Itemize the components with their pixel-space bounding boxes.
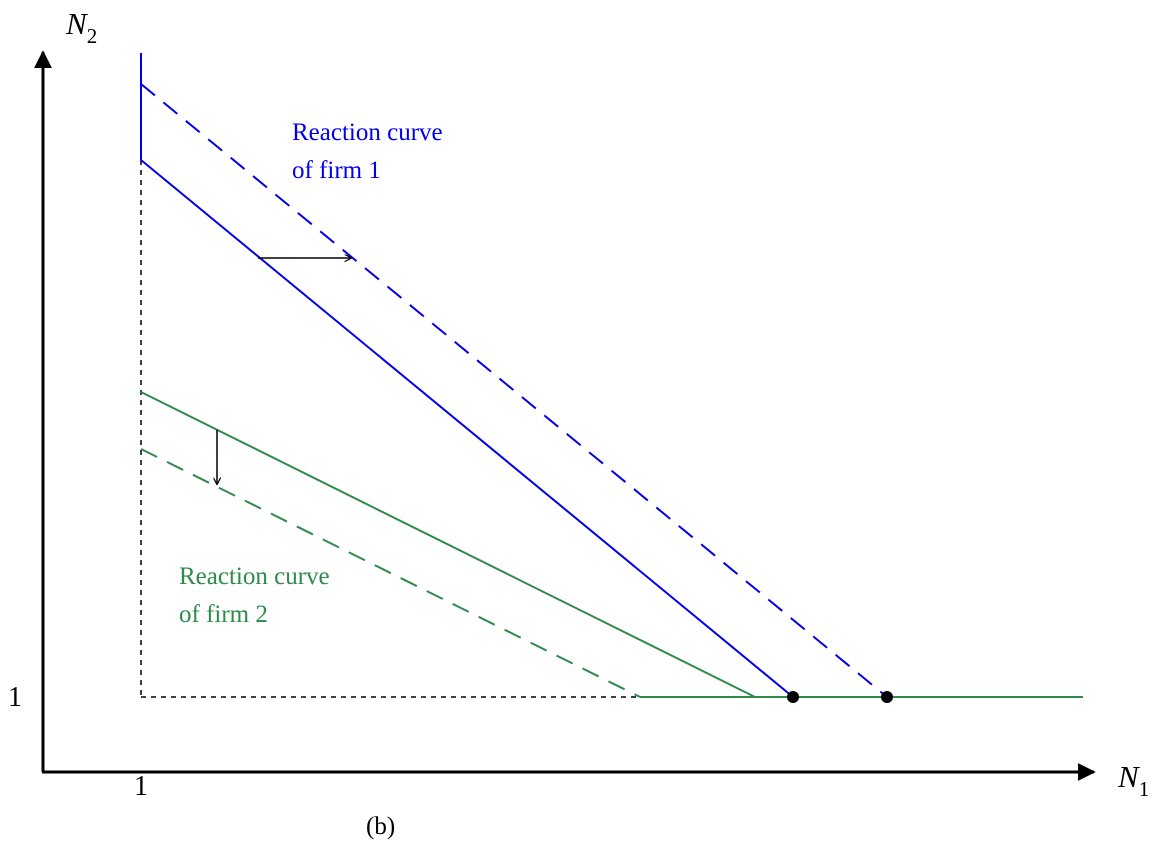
firm2-label-line1: Reaction curve	[179, 563, 330, 590]
firm2-curve-dashed	[140, 448, 641, 698]
x-axis-title-main: N	[1117, 759, 1141, 794]
x-axis-title-subscript: 1	[1139, 777, 1150, 801]
y-axis-title: N2	[65, 6, 97, 48]
x-axis-title: N1	[1117, 759, 1149, 801]
firm1-label-line2: of firm 1	[292, 157, 381, 184]
guide-lines	[140, 160, 640, 698]
firm2-curves	[140, 391, 1083, 698]
shift-arrows	[217, 258, 351, 484]
firm2-curve-solid	[140, 391, 756, 698]
x-tick-label: 1	[134, 771, 148, 802]
equilibrium-points	[787, 691, 893, 703]
equilibrium-point-2	[881, 691, 893, 703]
y-axis-title-subscript: 2	[87, 24, 98, 48]
firm2-label-line2: of firm 2	[179, 601, 268, 628]
axes	[34, 50, 1096, 781]
firm1-curve-dashed	[140, 83, 888, 698]
firm1-curve-solid	[140, 159, 794, 698]
y-axis-title-main: N	[65, 6, 89, 41]
y-tick-label: 1	[8, 682, 22, 713]
figure-caption: (b)	[366, 813, 395, 840]
equilibrium-point-1	[787, 691, 799, 703]
firm1-curves	[140, 53, 888, 698]
firm1-label-line1: Reaction curve	[292, 119, 443, 146]
